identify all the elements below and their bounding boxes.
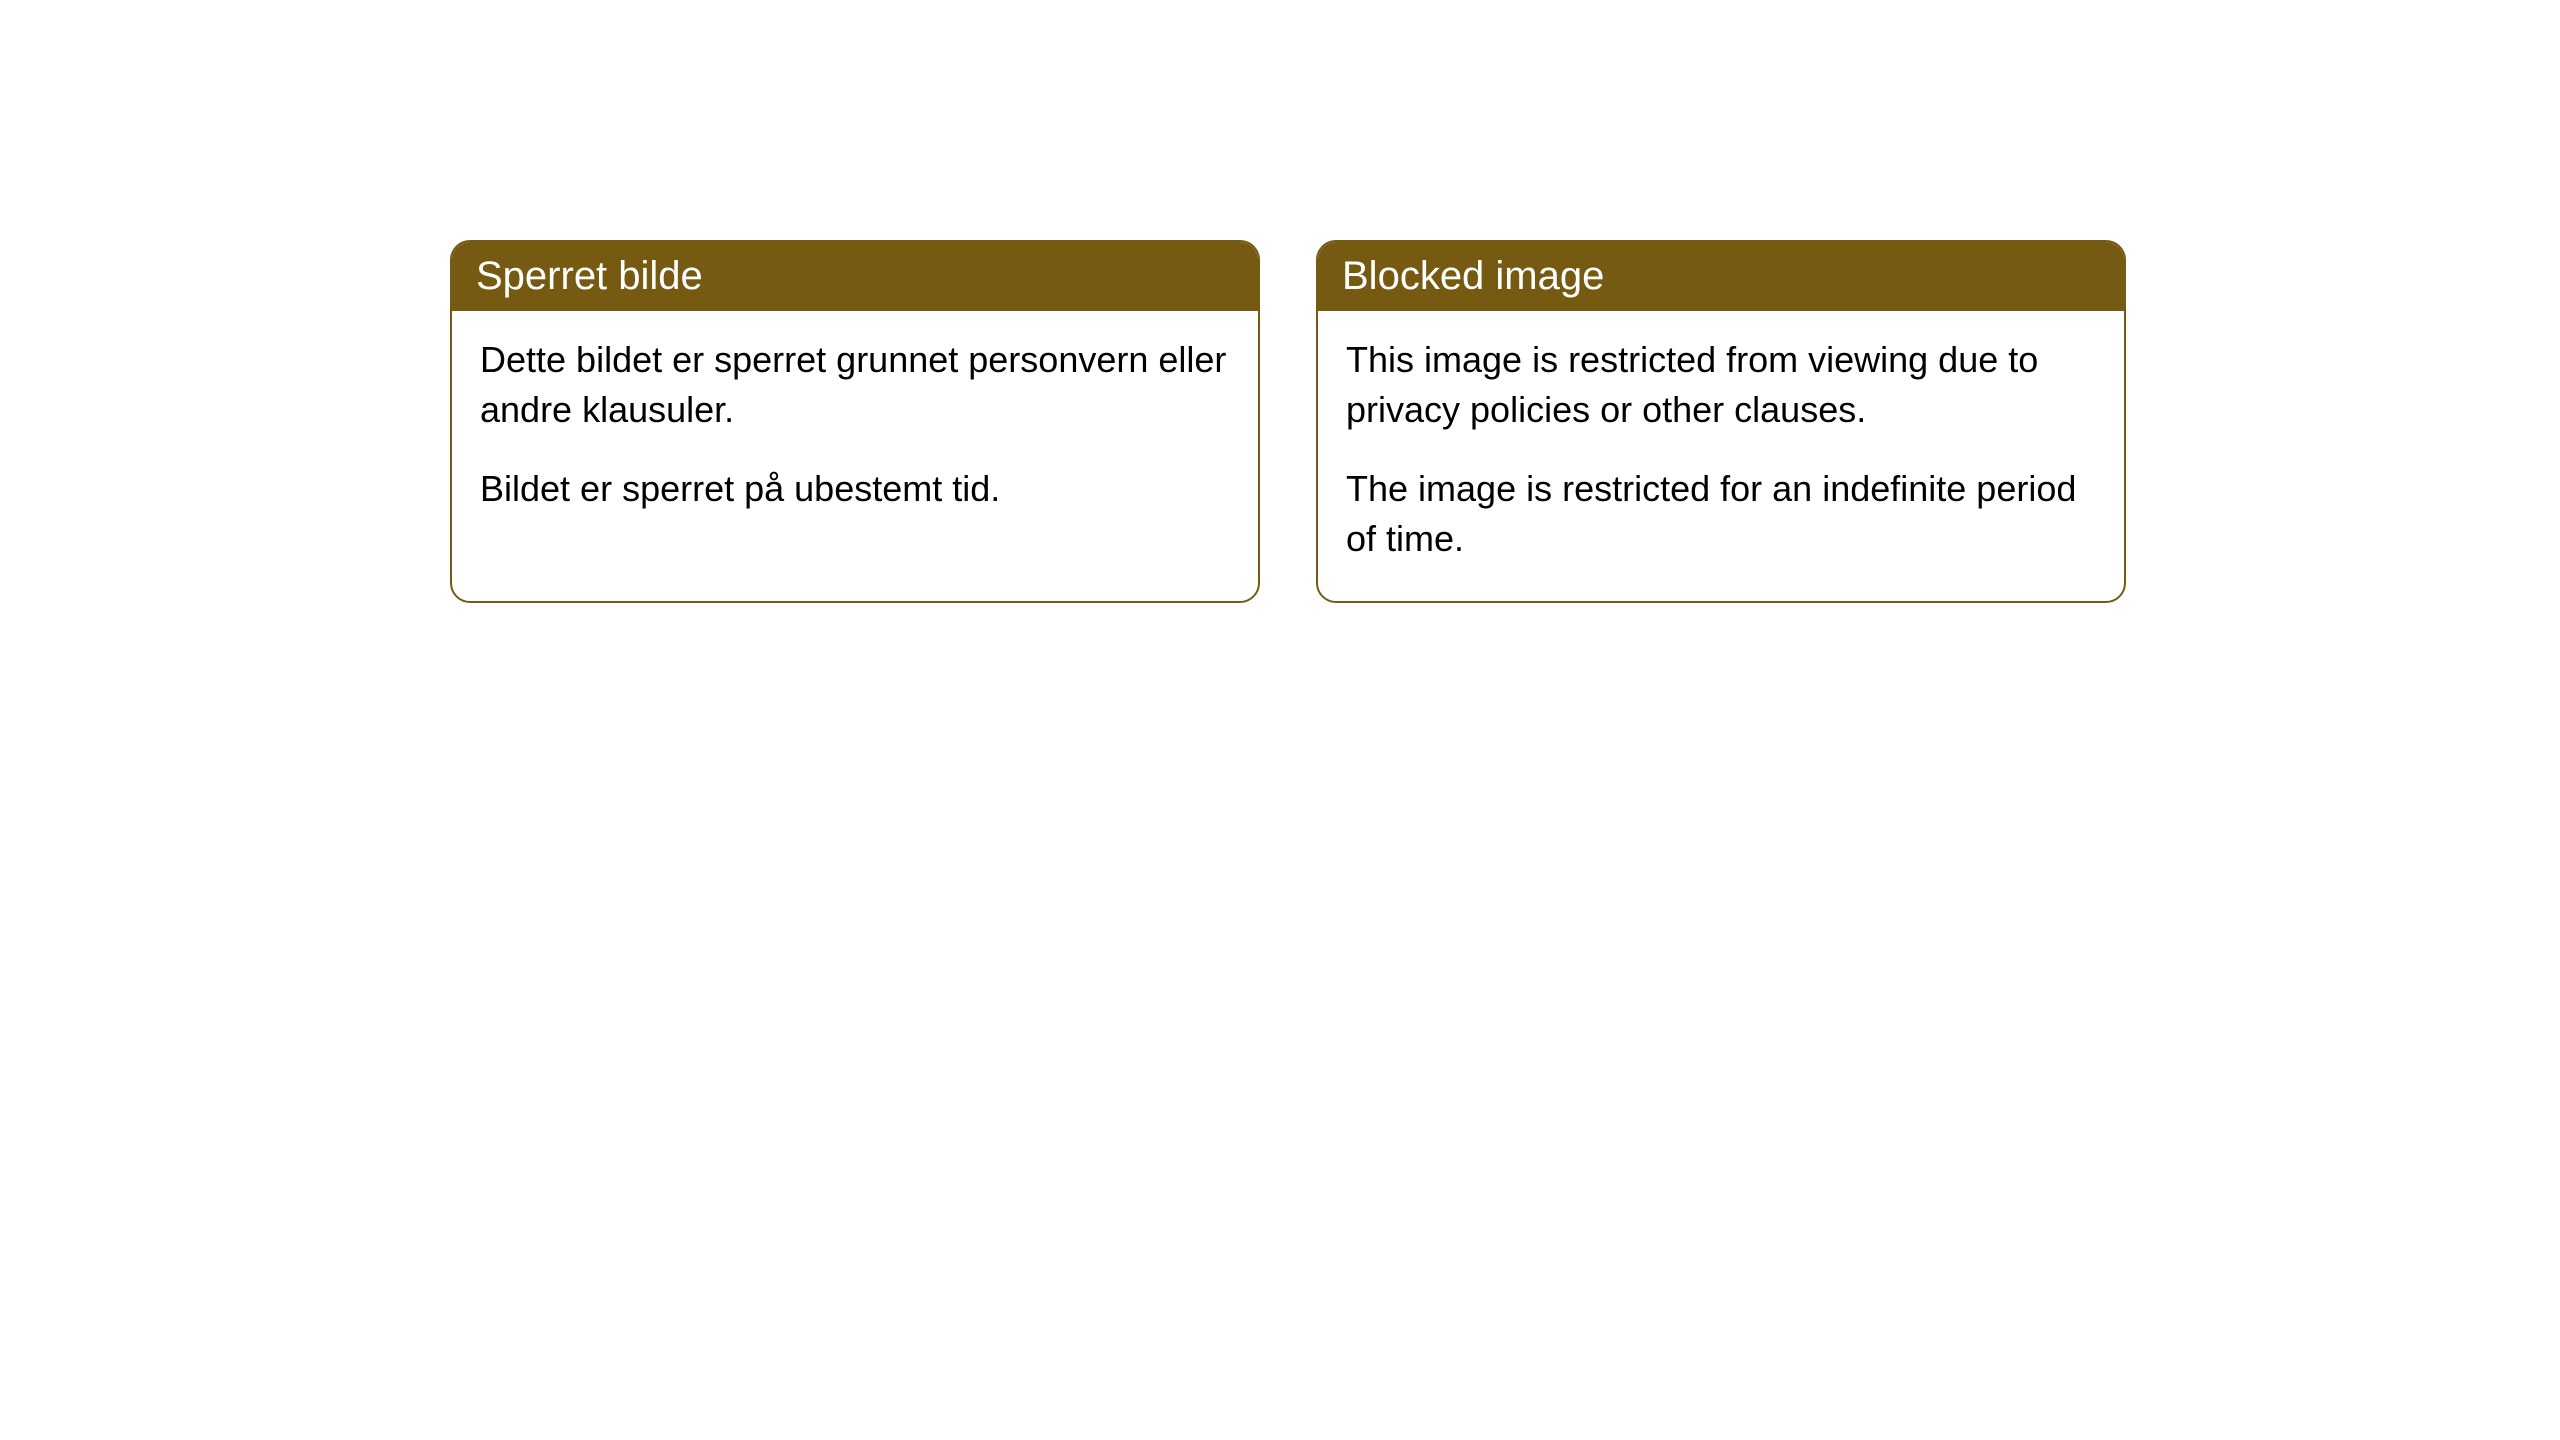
card-title: Blocked image xyxy=(1342,254,1604,298)
card-paragraph: The image is restricted for an indefinit… xyxy=(1346,464,2096,565)
notice-card-english: Blocked image This image is restricted f… xyxy=(1316,240,2126,603)
card-title: Sperret bilde xyxy=(476,254,703,298)
card-header: Blocked image xyxy=(1318,242,2124,311)
notice-card-norwegian: Sperret bilde Dette bildet er sperret gr… xyxy=(450,240,1260,603)
card-body: Dette bildet er sperret grunnet personve… xyxy=(452,311,1258,550)
card-body: This image is restricted from viewing du… xyxy=(1318,311,2124,601)
card-header: Sperret bilde xyxy=(452,242,1258,311)
card-paragraph: Dette bildet er sperret grunnet personve… xyxy=(480,335,1230,436)
notice-cards-container: Sperret bilde Dette bildet er sperret gr… xyxy=(450,240,2560,603)
card-paragraph: Bildet er sperret på ubestemt tid. xyxy=(480,464,1230,514)
card-paragraph: This image is restricted from viewing du… xyxy=(1346,335,2096,436)
